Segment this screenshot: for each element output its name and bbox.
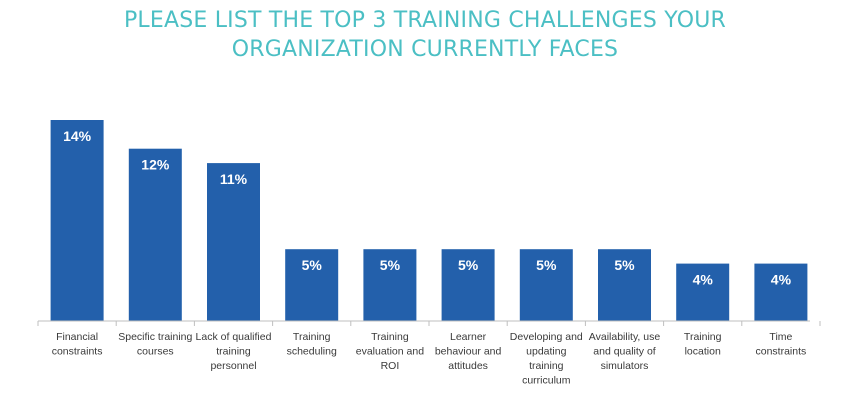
category-label-line: courses — [137, 346, 174, 358]
category-label-line: updating — [526, 346, 566, 358]
category-label-line: location — [685, 346, 721, 358]
category-label-line: curriculum — [522, 375, 571, 387]
category-label-line: constraints — [756, 346, 807, 358]
bar-8 — [676, 263, 730, 321]
category-label-line: constraints — [52, 346, 103, 358]
bar-value-label-4: 5% — [380, 257, 401, 273]
category-label-8: Training location — [684, 331, 722, 358]
category-label-line: training — [529, 360, 564, 372]
bar-value-label-1: 12% — [141, 157, 170, 173]
bar-6 — [519, 249, 573, 321]
bar-value-label-5: 5% — [458, 257, 479, 273]
bar-1 — [128, 148, 182, 321]
bar-value-label-2: 11% — [220, 171, 248, 187]
bar-value-label-8: 4% — [693, 272, 714, 288]
bar-7 — [598, 249, 651, 321]
chart-title-line-1: PLEASE LIST THE TOP 3 TRAINING CHALLENGE… — [123, 8, 727, 33]
category-label-line: Lack of qualified — [196, 331, 272, 343]
category-label-line: Specific training — [118, 331, 192, 343]
category-label-line: Availability, use — [589, 331, 661, 343]
bar-value-label-3: 5% — [302, 257, 323, 273]
category-label-line: Training — [684, 331, 722, 343]
category-label-0: Financial constraints — [52, 331, 103, 358]
category-label-line: evaluation and — [356, 346, 424, 358]
category-label-line: personnel — [210, 360, 256, 372]
category-label-line: scheduling — [287, 346, 337, 358]
bar-value-label-0: 14% — [63, 128, 92, 144]
bar-5 — [441, 249, 495, 321]
category-label-line: Training — [293, 331, 331, 343]
category-label-line: training — [216, 346, 251, 358]
category-label-line: behaviour and — [435, 346, 502, 358]
category-label-5: Learner behaviour and attitudes — [435, 331, 502, 372]
bar-4 — [363, 249, 417, 321]
category-label-6: Developing and updating training curriculum — [510, 331, 583, 387]
category-label-line: simulators — [601, 360, 649, 372]
category-label-line: Financial — [56, 331, 98, 343]
category-label-9: Time constraints — [756, 331, 807, 358]
category-label-line: Developing and — [510, 331, 583, 343]
chart-title: PLEASE LIST THE TOP 3 TRAINING CHALLENGE… — [0, 6, 850, 64]
category-label-line: attitudes — [448, 360, 488, 372]
bar-9 — [754, 263, 808, 321]
category-label-7: Availability, use and quality of simulator… — [589, 331, 661, 372]
category-label-line: Time — [769, 331, 792, 343]
category-label-4: Training evaluation and ROI — [356, 331, 424, 372]
bar-2 — [207, 163, 260, 321]
bar-value-label-7: 5% — [614, 257, 635, 273]
category-label-line: Training — [371, 331, 409, 343]
category-label-line: Learner — [450, 331, 487, 343]
bar-0 — [50, 120, 104, 321]
category-label-3: Training scheduling — [287, 331, 337, 358]
category-label-line: and quality of — [593, 346, 656, 358]
bar-value-label-6: 5% — [536, 257, 557, 273]
chart-title-line-2: ORGANIZATION CURRENTLY FACES — [231, 37, 619, 62]
bar-value-label-9: 4% — [771, 272, 792, 288]
category-label-2: Lack of qualified training personnel — [196, 331, 272, 372]
category-label-line: ROI — [381, 360, 400, 372]
category-label-1: Specific training courses — [118, 331, 192, 358]
bar-3 — [285, 249, 339, 321]
